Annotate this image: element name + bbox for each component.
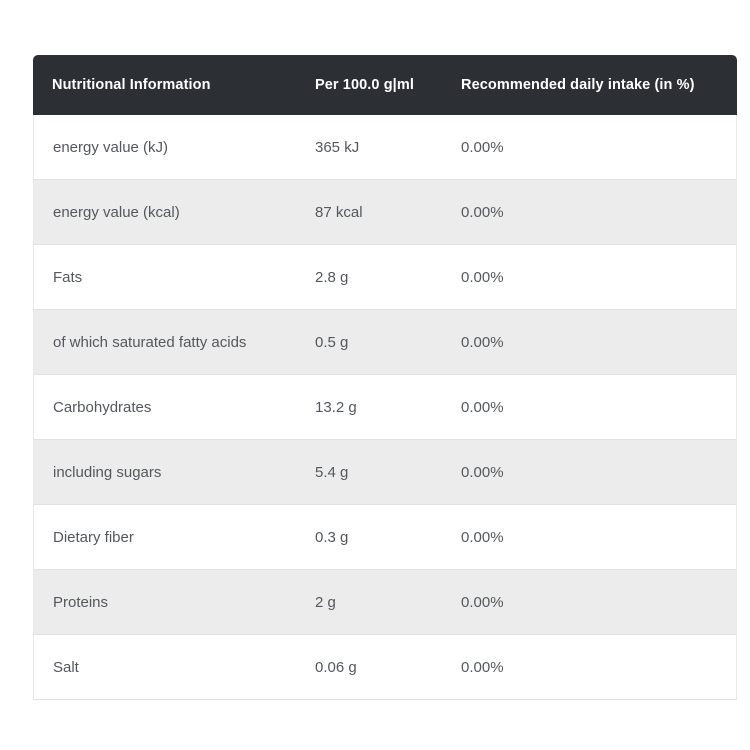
daily-intake-cell: 0.00% xyxy=(442,505,737,570)
nutrient-cell: Carbohydrates xyxy=(33,375,296,440)
nutrient-cell: energy value (kJ) xyxy=(33,115,296,180)
table-row: energy value (kcal) 87 kcal 0.00% xyxy=(33,180,737,245)
daily-intake-cell: 0.00% xyxy=(442,375,737,440)
table-row: energy value (kJ) 365 kJ 0.00% xyxy=(33,115,737,180)
per-100-cell: 5.4 g xyxy=(296,440,442,505)
column-header-recommended-daily-intake: Recommended daily intake (in %) xyxy=(442,55,737,115)
per-100-cell: 2.8 g xyxy=(296,245,442,310)
daily-intake-cell: 0.00% xyxy=(442,635,737,700)
nutrient-cell: Fats xyxy=(33,245,296,310)
nutrient-cell: energy value (kcal) xyxy=(33,180,296,245)
table-row: Proteins 2 g 0.00% xyxy=(33,570,737,635)
per-100-cell: 0.5 g xyxy=(296,310,442,375)
per-100-cell: 365 kJ xyxy=(296,115,442,180)
table-row: Carbohydrates 13.2 g 0.00% xyxy=(33,375,737,440)
per-100-cell: 0.3 g xyxy=(296,505,442,570)
nutrient-cell: Salt xyxy=(33,635,296,700)
daily-intake-cell: 0.00% xyxy=(442,440,737,505)
nutrient-cell: of which saturated fatty acids xyxy=(33,310,296,375)
table-row: Salt 0.06 g 0.00% xyxy=(33,635,737,700)
daily-intake-cell: 0.00% xyxy=(442,115,737,180)
per-100-cell: 0.06 g xyxy=(296,635,442,700)
column-header-nutritional-information: Nutritional Information xyxy=(33,55,296,115)
header-row: Nutritional Information Per 100.0 g|ml R… xyxy=(33,55,737,115)
column-header-per-100: Per 100.0 g|ml xyxy=(296,55,442,115)
table-row: of which saturated fatty acids 0.5 g 0.00% xyxy=(33,310,737,375)
nutrition-table-body: energy value (kJ) 365 kJ 0.00% energy value… xyxy=(33,115,737,700)
daily-intake-cell: 0.00% xyxy=(442,245,737,310)
per-100-cell: 87 kcal xyxy=(296,180,442,245)
table-row: including sugars 5.4 g 0.00% xyxy=(33,440,737,505)
nutrition-table-header: Nutritional Information Per 100.0 g|ml R… xyxy=(33,55,737,115)
nutrient-cell: Proteins xyxy=(33,570,296,635)
per-100-cell: 2 g xyxy=(296,570,442,635)
daily-intake-cell: 0.00% xyxy=(442,180,737,245)
table-row: Fats 2.8 g 0.00% xyxy=(33,245,737,310)
nutrient-cell: including sugars xyxy=(33,440,296,505)
nutrient-cell: Dietary fiber xyxy=(33,505,296,570)
daily-intake-cell: 0.00% xyxy=(442,310,737,375)
per-100-cell: 13.2 g xyxy=(296,375,442,440)
daily-intake-cell: 0.00% xyxy=(442,570,737,635)
nutrition-table-container: Nutritional Information Per 100.0 g|ml R… xyxy=(33,55,737,700)
nutrition-table: Nutritional Information Per 100.0 g|ml R… xyxy=(33,55,737,700)
table-row: Dietary fiber 0.3 g 0.00% xyxy=(33,505,737,570)
